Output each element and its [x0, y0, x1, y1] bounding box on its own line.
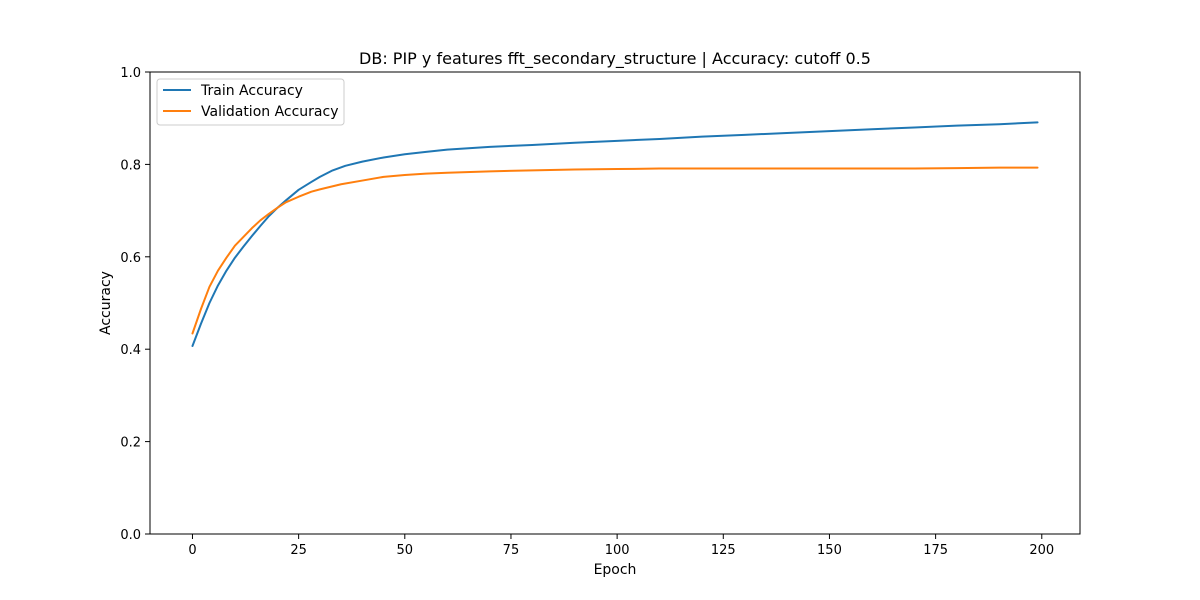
y-tick-label: 0.0 [120, 528, 141, 543]
y-tick-label: 0.2 [120, 436, 141, 451]
x-axis-label: Epoch [594, 562, 637, 578]
x-tick-label: 150 [817, 543, 842, 558]
legend: Train Accuracy Validation Accuracy [156, 78, 345, 126]
plot-frame [149, 71, 1081, 535]
legend-box [156, 78, 345, 126]
x-axis: 0 25 50 75 100 125 150 175 200 [188, 534, 1054, 558]
x-tick-label: 200 [1029, 543, 1054, 558]
x-tick-label: 100 [605, 543, 630, 558]
x-tick-label: 50 [397, 543, 414, 558]
y-axis-label: Accuracy [98, 271, 114, 335]
y-tick-label: 0.4 [120, 343, 141, 358]
y-tick-label: 0.8 [120, 158, 141, 173]
legend-label-validation: Validation Accuracy [201, 104, 339, 120]
plot-area [149, 71, 1081, 535]
x-tick-label: 125 [711, 543, 736, 558]
x-tick-label: 25 [290, 543, 307, 558]
x-tick-label: 0 [188, 543, 196, 558]
x-tick-label: 75 [503, 543, 520, 558]
legend-label-train: Train Accuracy [200, 83, 303, 99]
x-tick-label: 175 [923, 543, 948, 558]
y-tick-label: 0.6 [120, 251, 141, 266]
y-axis: 0.0 0.2 0.4 0.6 0.8 1.0 [120, 66, 150, 543]
series-line-validation [191, 166, 1039, 335]
y-tick-label: 1.0 [120, 66, 141, 81]
chart-title: DB: PIP y features fft_secondary_structu… [359, 49, 871, 69]
series-layer [191, 121, 1039, 347]
series-line-train [191, 121, 1039, 347]
